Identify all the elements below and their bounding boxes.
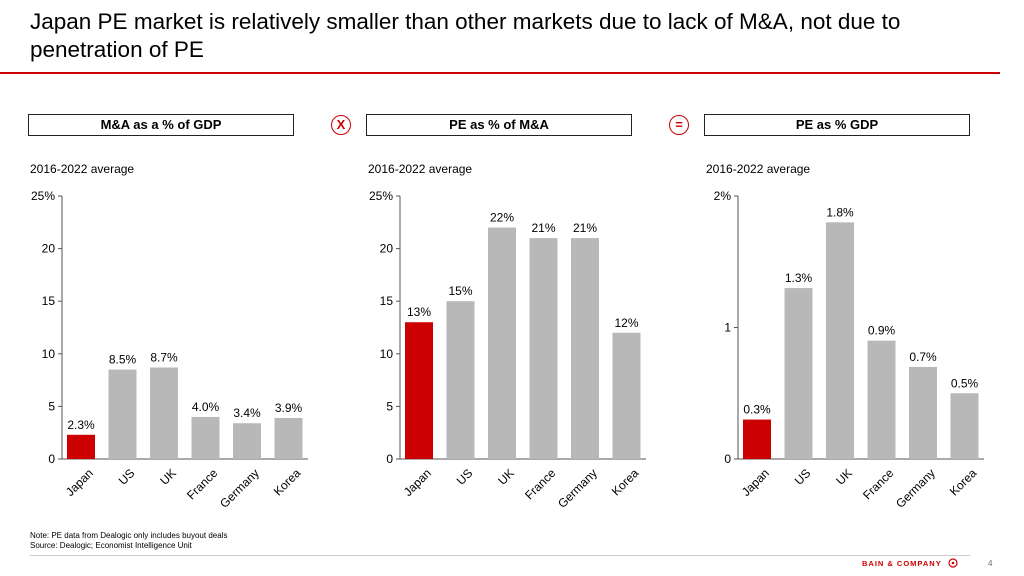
bar-germany [571,238,599,459]
y-tick-label: 0 [724,452,731,466]
page-title: Japan PE market is relatively smaller th… [30,9,901,62]
x-tick-label: UK [833,466,855,488]
y-tick-label: 5 [386,399,393,413]
bar-germany [233,423,261,459]
title-divider [0,72,1000,74]
data-label: 0.7% [909,350,937,364]
x-tick-label: Germany [555,466,600,511]
x-tick-label: US [116,466,138,488]
data-label: 15% [448,284,472,298]
data-label: 0.5% [951,376,979,390]
chart-pe-gdp: 0 1 2% 0.3% Japan 1.3% US 1.8% UK 0.9% France 0.7% G… [714,189,984,511]
y-tick-label: 0 [386,452,393,466]
data-label: 1.8% [826,205,854,219]
y-tick-label: 1 [724,321,731,335]
bar-japan [405,322,433,459]
data-label: 1.3% [785,271,813,285]
bar-uk [488,227,516,459]
bar-japan [743,419,771,459]
brand-circle-icon [948,558,958,568]
y-tick-label: 15 [380,294,394,308]
y-tick-label: 20 [42,242,56,256]
x-tick-label: France [184,466,221,503]
data-label: 8.5% [109,353,137,367]
y-tick-label: 10 [380,347,394,361]
chart-subtitle-ma-gdp: 2016-2022 average [30,162,135,176]
y-tick-label: 10 [42,347,56,361]
chart-pe-ma: 0 5 10 15 20 25% 13% Japan 15% US 22% UK 21% France 21… [369,189,646,511]
y-tick-label: 5 [48,399,55,413]
x-tick-label: UK [495,466,517,488]
bar-korea [612,332,641,459]
x-tick-label: Korea [947,466,980,499]
bar-us [446,301,475,459]
bar-us [108,369,137,459]
brand-logo: BAIN & COMPANY [862,559,942,568]
y-tick-label: 25% [369,189,393,203]
bar-uk [150,367,178,459]
x-tick-label: Germany [893,466,938,511]
source-text: Source: Dealogic; Economist Intelligence… [30,541,192,550]
data-label: 8.7% [150,350,178,364]
page-number: 4 [988,559,993,568]
y-tick-label: 15 [42,294,56,308]
times-operator-icon: X [331,115,351,135]
bar-germany [909,366,937,459]
bar-uk [826,222,854,459]
bar-france [529,238,558,459]
x-tick-label: US [454,466,476,488]
y-tick-label: 0 [48,452,55,466]
x-tick-label: Germany [217,466,262,511]
x-tick-label: US [792,466,814,488]
x-tick-label: Korea [271,466,304,499]
x-tick-label: Japan [739,466,772,499]
data-label: 22% [490,211,514,225]
x-tick-label: France [522,466,559,503]
bar-japan [67,434,95,459]
x-tick-label: Korea [609,466,642,499]
footnote: Note: PE data from Dealogic only include… [30,531,227,551]
chart-subtitle-pe-gdp: 2016-2022 average [706,162,811,176]
note-text: Note: PE data from Dealogic only include… [30,531,228,540]
x-tick-label: UK [157,466,179,488]
data-label: 21% [573,221,597,235]
x-tick-label: Japan [63,466,96,499]
chart-header-pe-gdp: PE as % GDP [704,114,970,136]
bar-us [784,288,813,459]
x-tick-label: Japan [401,466,434,499]
y-tick-label: 2% [714,189,732,203]
data-label: 12% [614,316,638,330]
chart-ma-gdp: 0 5 10 15 20 25% 2.3% Japan 8.5% US 8.7% UK 4.0% Fran… [31,189,308,511]
data-label: 2.3% [67,418,95,432]
data-label: 0.9% [868,324,896,338]
bar-france [867,340,896,459]
x-tick-label: France [860,466,897,503]
data-label: 13% [407,305,431,319]
bar-france [191,416,220,459]
y-tick-label: 25% [31,189,55,203]
data-label: 0.3% [743,403,771,417]
chart-subtitle-pe-ma: 2016-2022 average [368,162,473,176]
bar-korea [950,393,979,459]
equals-operator-icon: = [669,115,689,135]
data-label: 21% [531,221,555,235]
data-label: 3.9% [275,401,303,415]
y-tick-label: 20 [380,242,394,256]
data-label: 4.0% [192,400,220,414]
chart-header-pe-ma: PE as % of M&A [366,114,632,136]
data-label: 3.4% [233,406,261,420]
footer-divider [30,555,970,556]
chart-header-ma-gdp: M&A as a % of GDP [28,114,294,136]
bar-korea [274,417,303,459]
